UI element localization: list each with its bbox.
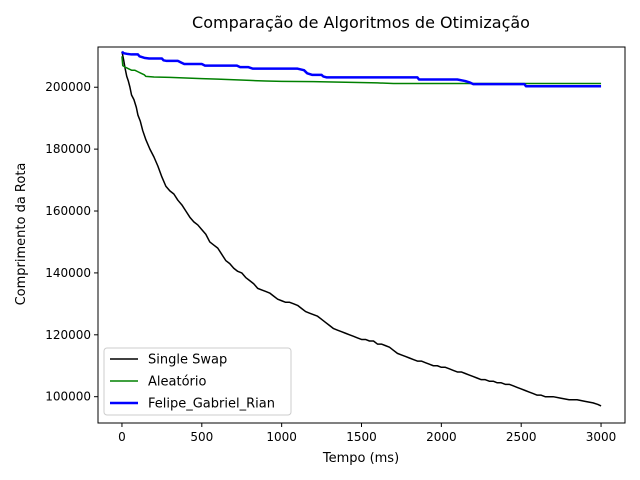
y-tick-label: 120000 [45,328,91,342]
chart-title: Comparação de Algoritmos de Otimização [192,13,530,32]
y-tick-label: 100000 [45,390,91,404]
x-tick-label: 2500 [506,430,537,444]
x-tick-label: 0 [118,430,126,444]
plot-area: 0 500 1000 1500 2000 2500 3000 100000 120000 1400… [45,46,626,444]
y-tick-label: 160000 [45,204,91,218]
series-line-2 [121,50,602,88]
legend-label-0: Single Swap [148,353,227,368]
legend-label-2: Felipe_Gabriel_Rian [148,397,275,412]
series-line-0 [121,51,602,407]
legend: Single Swap Aleatório Felipe_Gabriel_Rian [103,347,292,416]
x-tick-label: 3000 [586,430,617,444]
x-tick-label: 1000 [266,430,297,444]
legend-box [103,347,292,416]
y-tick-label: 140000 [45,266,91,280]
y-tick-label: 180000 [45,142,91,156]
series-line-1 [121,56,602,85]
y-tick-label: 200000 [45,80,91,94]
legend-label-1: Aleatório [148,375,206,390]
x-tick-label: 2000 [426,430,457,444]
x-tick-label: 500 [190,430,213,444]
y-axis-label: Comprimento da Rota [14,163,29,306]
x-tick-label: 1500 [346,430,377,444]
x-axis-label: Tempo (ms) [322,451,399,466]
